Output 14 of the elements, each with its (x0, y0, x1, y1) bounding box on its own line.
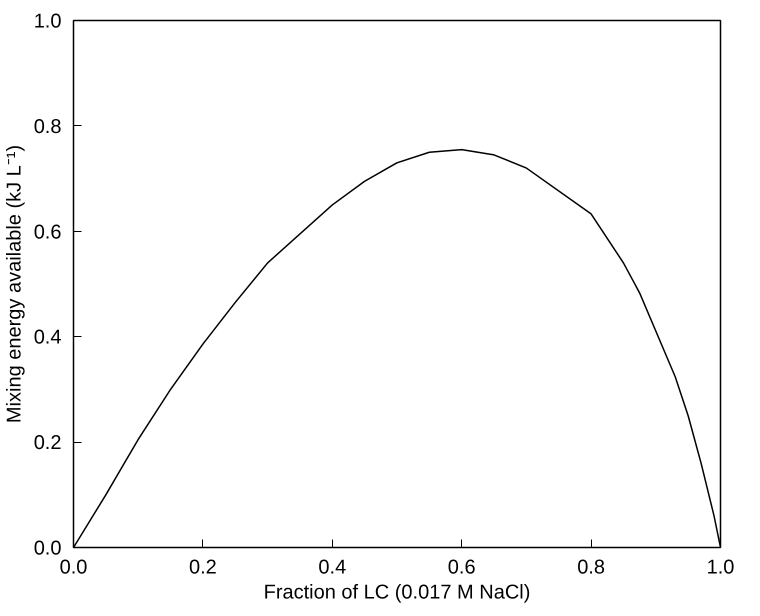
x-tick-label: 1.0 (706, 556, 734, 578)
x-tick-label: 0.2 (189, 556, 217, 578)
y-tick-label: 0.2 (34, 432, 62, 454)
y-axis-title: Mixing energy available (kJ L⁻¹) (4, 144, 26, 424)
x-tick-label: 0.8 (577, 556, 606, 578)
x-axis-title: Fraction of LC (0.017 M NaCl) (264, 582, 530, 604)
x-tick-label: 0.4 (318, 556, 346, 578)
y-tick-label: 0.6 (34, 221, 62, 244)
y-tick-label: 0.8 (34, 116, 62, 138)
x-tick-label: 0.0 (60, 556, 88, 578)
x-tick-label: 0.6 (448, 556, 476, 578)
y-tick-label: 0.4 (34, 326, 62, 349)
y-tick-label: 1.0 (34, 10, 62, 32)
y-tick-label: 0.0 (34, 538, 62, 560)
